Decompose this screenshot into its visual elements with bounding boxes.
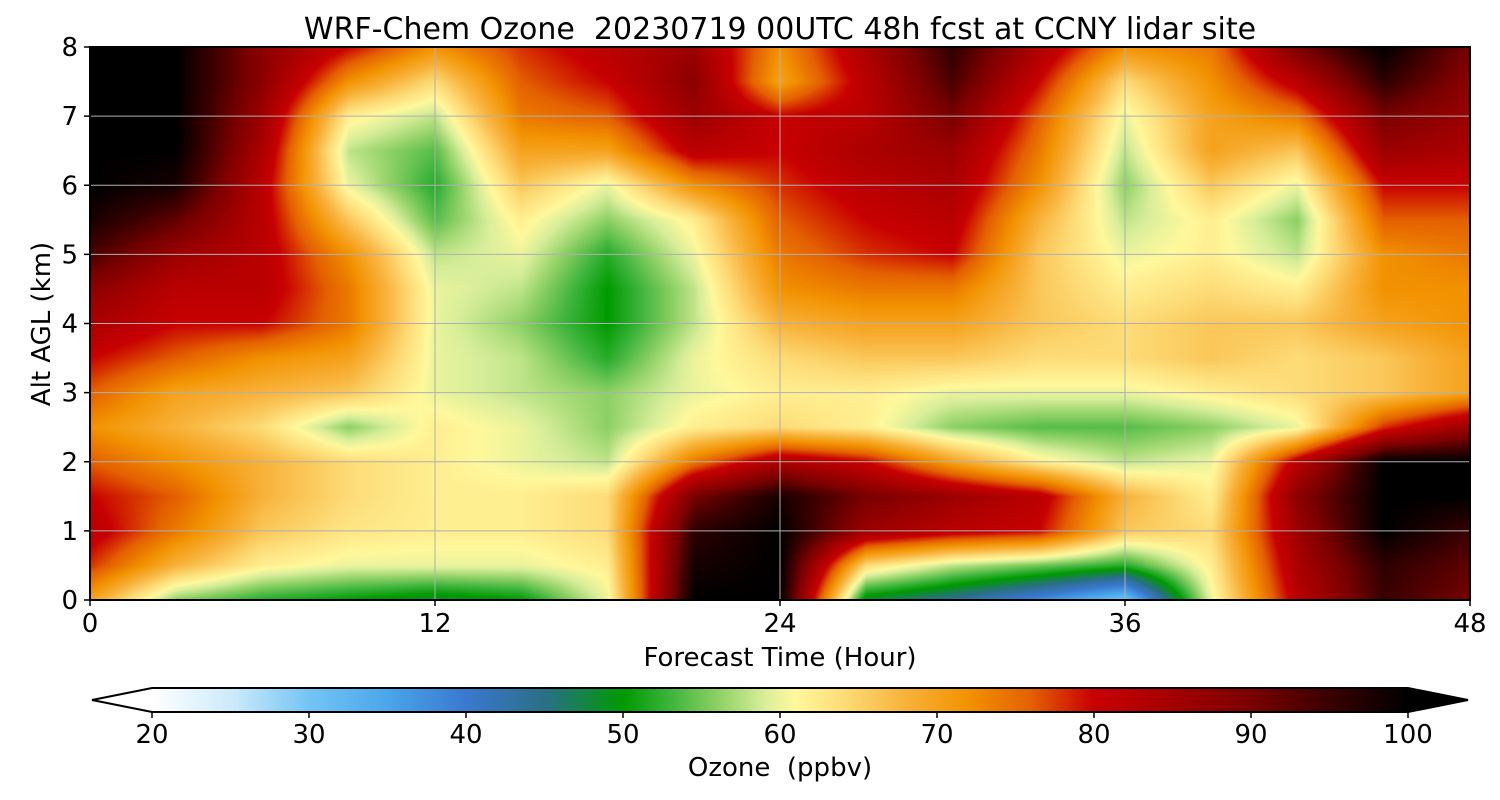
colorbar-low-extension — [92, 688, 152, 712]
x-tick-label: 0 — [82, 609, 99, 639]
x-tick-label: 12 — [418, 609, 451, 639]
y-tick-label: 3 — [61, 379, 78, 409]
y-axis: 0 1 2 3 4 5 6 7 8 — [61, 33, 90, 616]
y-tick-label: 8 — [61, 33, 78, 63]
y-axis-label: Alt AGL (km) — [27, 242, 57, 406]
y-tick-label: 0 — [61, 586, 78, 616]
y-tick-label: 4 — [61, 310, 78, 340]
x-tick-label: 48 — [1453, 609, 1486, 639]
y-tick-label: 6 — [61, 171, 78, 201]
colorbar-tick-label: 50 — [606, 720, 639, 750]
colorbar-tick-label: 100 — [1383, 720, 1433, 750]
colorbar-tick-label: 20 — [135, 720, 168, 750]
grid-lines — [90, 47, 1470, 600]
y-tick-label: 2 — [61, 448, 78, 478]
colorbar-high-extension — [1408, 688, 1468, 712]
x-axis-label: Forecast Time (Hour) — [643, 643, 916, 673]
x-tick-label: 24 — [763, 609, 796, 639]
y-tick-label: 1 — [61, 517, 78, 547]
colorbar-ticks: 20 30 40 50 60 70 80 90 100 — [135, 712, 1433, 750]
colorbar-tick-label: 60 — [763, 720, 796, 750]
colorbar-label: Ozone (ppbv) — [688, 753, 872, 783]
colorbar-gradient — [152, 688, 1408, 712]
x-axis: 0 12 24 36 48 — [82, 600, 1487, 639]
x-tick-label: 36 — [1108, 609, 1141, 639]
colorbar-tick-label: 40 — [449, 720, 482, 750]
chart-title: WRF-Chem Ozone 20230719 00UTC 48h fcst a… — [304, 12, 1256, 47]
colorbar-tick-label: 30 — [292, 720, 325, 750]
colorbar-tick-label: 90 — [1234, 720, 1267, 750]
colorbar-tick-label: 70 — [920, 720, 953, 750]
y-tick-label: 7 — [61, 102, 78, 132]
plot-area — [89, 46, 1471, 601]
y-tick-label: 5 — [61, 240, 78, 270]
colorbar: 20 30 40 50 60 70 80 90 100 Ozone (ppbv) — [91, 687, 1469, 783]
colorbar-tick-label: 80 — [1077, 720, 1110, 750]
